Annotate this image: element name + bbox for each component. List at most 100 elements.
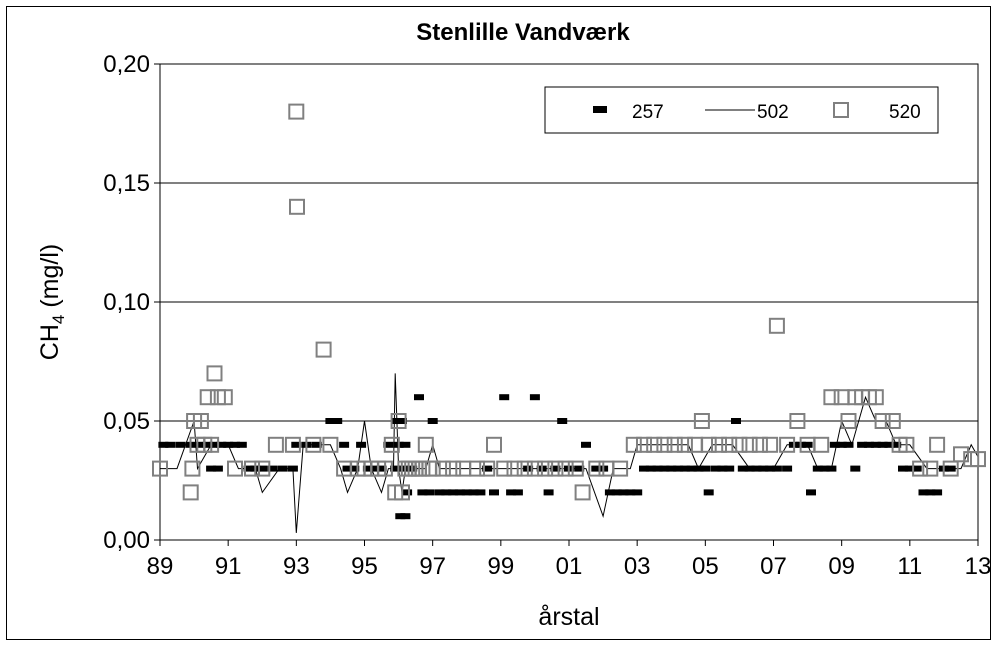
series-520-point xyxy=(741,436,758,453)
series-257-point xyxy=(591,465,602,472)
series-257-point xyxy=(925,489,936,496)
series-257-point xyxy=(230,441,240,448)
series-257-point xyxy=(400,513,411,520)
series-257-point xyxy=(829,441,840,448)
series-520-point xyxy=(789,413,806,429)
series-520-point xyxy=(506,460,523,477)
series-257-point xyxy=(819,465,830,472)
series-257-point xyxy=(291,441,302,448)
series-520-point xyxy=(823,389,840,406)
series-layer xyxy=(152,103,986,533)
series-520-point xyxy=(884,413,901,429)
series-520-point xyxy=(588,460,605,477)
series-257-point xyxy=(209,441,220,448)
series-520-point xyxy=(867,389,884,406)
series-520-point xyxy=(289,198,305,215)
series-520-point xyxy=(813,436,830,453)
series-257-point xyxy=(632,489,643,496)
series-257-point xyxy=(468,489,479,496)
y-tick-label: 0,05 xyxy=(103,408,150,435)
series-257-point xyxy=(165,441,176,448)
series-520-point xyxy=(394,484,410,501)
series-520-point xyxy=(922,460,939,477)
legend-label-520: 520 xyxy=(889,102,921,123)
series-257-point xyxy=(475,489,486,496)
series-257-point xyxy=(904,465,915,472)
x-tick-label: 93 xyxy=(283,553,310,580)
y-tick-label: 0,15 xyxy=(103,170,150,197)
series-257-point xyxy=(461,489,472,496)
x-tick-label: 11 xyxy=(897,553,922,580)
legend-marker-257 xyxy=(593,106,607,113)
series-257-point xyxy=(424,489,435,496)
series-520-point xyxy=(768,317,785,334)
series-257-point xyxy=(639,465,649,472)
series-257-point xyxy=(652,465,663,472)
series-257-point xyxy=(744,465,755,472)
series-257-point xyxy=(489,489,499,496)
series-520-point xyxy=(516,460,533,477)
series-520-point xyxy=(254,460,271,477)
series-520-point xyxy=(874,413,891,429)
series-520-point xyxy=(721,436,738,453)
series-257-point xyxy=(911,465,922,472)
series-257-point xyxy=(236,441,247,448)
series-520-point xyxy=(557,460,574,477)
y-axis-label-unit: (mg/l) xyxy=(36,244,64,315)
series-257-point xyxy=(945,465,956,472)
series-257-point xyxy=(686,465,697,472)
series-520-point xyxy=(182,484,199,501)
series-520-point xyxy=(656,436,673,453)
series-257-point xyxy=(287,465,298,472)
series-520-point xyxy=(227,460,243,477)
series-520-point xyxy=(184,460,201,477)
x-tick-label: 03 xyxy=(624,553,651,580)
series-257-point xyxy=(625,489,636,496)
series-520-point xyxy=(676,436,693,453)
series-520-point xyxy=(445,460,462,477)
legend-marker-520 xyxy=(833,102,849,118)
series-257-point xyxy=(158,441,169,448)
series-520-point xyxy=(469,460,485,477)
series-520-point xyxy=(434,460,451,477)
series-257-point xyxy=(550,465,561,472)
series-257-point xyxy=(223,441,234,448)
series-257-point xyxy=(398,465,409,472)
series-520-point xyxy=(424,460,441,477)
series-257-point xyxy=(802,441,813,448)
y-tick-label: 0,00 xyxy=(103,527,150,554)
series-257-point xyxy=(339,441,350,448)
series-520-point xyxy=(833,389,850,406)
series-520-point xyxy=(244,460,260,477)
series-257-point xyxy=(703,489,714,496)
series-257-point xyxy=(506,489,517,496)
chart-title: Stenlille Vandværk xyxy=(416,19,630,46)
series-502-line xyxy=(160,373,979,533)
x-axis-label: årstal xyxy=(538,603,599,631)
series-257-point xyxy=(454,489,465,496)
series-257-point xyxy=(383,441,394,448)
series-257-point xyxy=(342,465,353,472)
series-257-point xyxy=(857,441,868,448)
series-520-point xyxy=(567,460,584,477)
series-257-point xyxy=(932,489,943,496)
series-257-point xyxy=(717,465,728,472)
series-257-point xyxy=(731,418,741,424)
series-520-point xyxy=(840,413,857,429)
series-257-point xyxy=(175,441,186,448)
series-520-point xyxy=(479,460,496,477)
series-520-point xyxy=(762,436,779,453)
series-257-point xyxy=(782,465,793,472)
series-257-point xyxy=(356,441,367,448)
y-axis-label-main: CH xyxy=(36,324,64,360)
series-257-point xyxy=(482,465,493,472)
series-520-point xyxy=(305,436,322,453)
series-520-point xyxy=(526,460,543,477)
legend-label-257: 257 xyxy=(632,102,664,123)
series-257-point xyxy=(499,394,510,401)
series-257-point xyxy=(765,465,776,472)
series-257-point xyxy=(206,465,217,472)
x-tick-label: 99 xyxy=(487,553,514,580)
series-257-point xyxy=(826,465,837,472)
x-tick-label: 95 xyxy=(351,553,378,580)
